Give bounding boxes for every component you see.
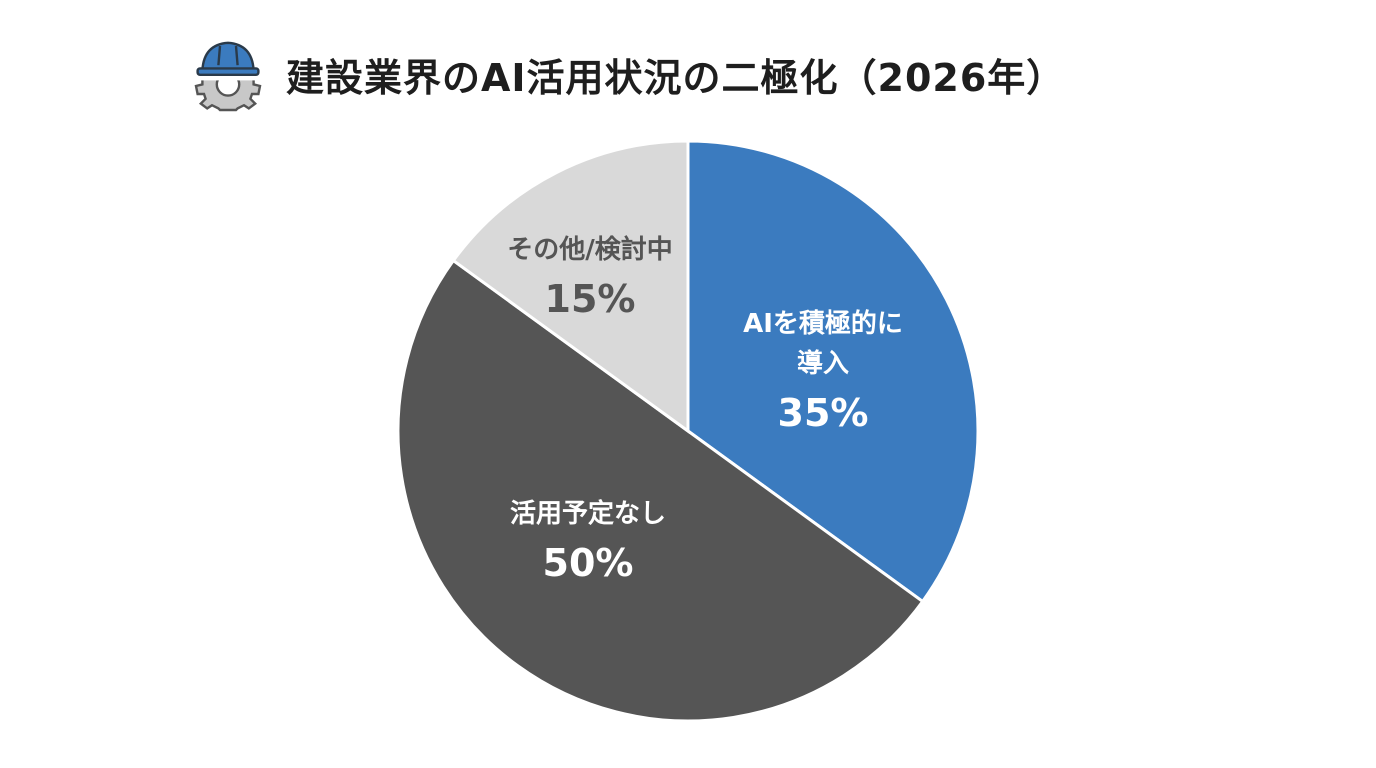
slice-value-label: 35% [778,391,869,435]
pie-slice [451,139,690,434]
slice-label: 活用予定なし [510,498,666,529]
hardhat-gear-icon [194,41,262,112]
chart-title: 建設業界のAI活用状況の二極化（2026年） [286,55,1066,100]
pie-slice [396,258,925,723]
slice-value-label: 50% [543,541,634,585]
slice-value-label: 15% [545,277,636,321]
chart-header: 建設業界のAI活用状況の二極化（2026年） [188,34,1065,114]
slice-label: AIを積極的に [743,308,903,339]
pie-slice [686,139,980,604]
slice-label: その他/検討中 [507,234,673,265]
slice-label: 導入 [797,348,849,379]
